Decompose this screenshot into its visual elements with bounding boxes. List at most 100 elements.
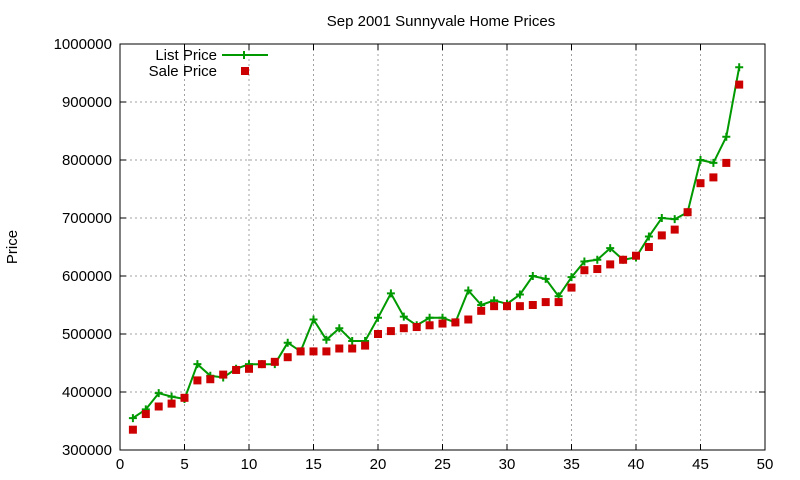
sale-price-point	[425, 321, 434, 330]
legend-label-list-price: List Price	[155, 47, 217, 64]
sale-price-point	[309, 347, 318, 356]
sale-price-point	[554, 298, 563, 307]
list-price-line	[132, 67, 741, 419]
list-price-point	[322, 335, 331, 344]
sale-price-point	[464, 315, 473, 324]
list-price-point	[696, 156, 705, 164]
sale-price-point	[477, 306, 486, 315]
sale-price-point	[657, 231, 666, 240]
sale-price-point	[128, 425, 137, 434]
sale-price-point	[245, 364, 253, 373]
x-tick-label: 20	[370, 456, 387, 473]
sale-price-point	[193, 376, 202, 385]
sale-price-point	[670, 225, 679, 234]
list-price-point	[593, 255, 602, 264]
series-layer	[128, 63, 744, 434]
sale-price-point	[335, 344, 344, 353]
sale-price-point	[644, 243, 653, 251]
list-price-point	[386, 289, 395, 298]
list-price-point	[399, 312, 408, 321]
sale-price-point	[683, 208, 692, 217]
sale-price-point	[219, 370, 228, 379]
sale-price-point	[283, 353, 292, 362]
sale-price-point	[374, 330, 382, 338]
y-tick-label: 700000	[62, 210, 112, 227]
sale-price-point	[696, 179, 705, 188]
sale-price-point	[722, 158, 731, 167]
sale-price-point	[619, 255, 628, 264]
sale-price-point	[503, 302, 511, 311]
list-price-point	[425, 313, 434, 322]
list-price-point	[580, 257, 589, 266]
y-tick-label: 900000	[62, 94, 112, 111]
y-tick-label: 1000000	[54, 36, 112, 53]
x-tick-label: 30	[499, 456, 516, 473]
list-price-point	[154, 389, 163, 398]
list-price-point	[348, 336, 357, 345]
list-price-point	[128, 414, 137, 423]
sale-price-point	[232, 365, 241, 374]
sale-price-point	[438, 319, 447, 328]
sale-price-point	[451, 318, 460, 327]
y-tick-label: 800000	[62, 152, 112, 169]
x-tick-label: 35	[563, 456, 580, 473]
y-tick-label: 600000	[62, 268, 112, 285]
sale-price-point	[361, 341, 370, 350]
sale-price-point	[412, 323, 421, 332]
list-price-point	[670, 215, 679, 224]
x-tick-label: 15	[305, 456, 322, 473]
list-price-point	[567, 273, 576, 282]
x-tick-label: 45	[692, 456, 709, 473]
list-price-point	[644, 232, 653, 241]
sale-price-point	[141, 410, 150, 419]
grid	[120, 44, 765, 450]
chart-title: Sep 2001 Sunnyvale Home Prices	[327, 13, 555, 30]
sale-price-point	[490, 302, 499, 311]
y-tick-label: 400000	[62, 384, 112, 401]
x-tick-label: 5	[180, 456, 188, 473]
plot-frame	[119, 43, 766, 451]
sale-price-point	[322, 347, 331, 356]
sale-price-point	[606, 260, 615, 269]
sale-price-point	[270, 357, 279, 366]
list-price-point	[167, 392, 176, 401]
list-price-point	[464, 286, 473, 295]
list-price-point	[657, 214, 666, 222]
list-price-point	[735, 63, 744, 72]
x-tick-label: 0	[116, 456, 124, 473]
axis-ticks: 0 5 10 15 20 25 30 35 40 45 50 300000 400000 500000 60…	[54, 36, 774, 473]
sale-price-point	[541, 298, 550, 307]
legend-label-sale-price: Sale Price	[149, 63, 217, 80]
sale-price-point	[167, 399, 176, 408]
sale-price-point	[257, 360, 266, 369]
sale-price-point	[399, 324, 408, 333]
x-tick-label: 25	[434, 456, 451, 473]
y-tick-label: 500000	[62, 326, 112, 343]
sale-price-point	[515, 302, 524, 311]
x-tick-label: 10	[241, 456, 258, 473]
list-price-point	[283, 338, 292, 347]
list-price-point	[193, 360, 202, 369]
sale-price-point	[580, 266, 589, 275]
sale-price-point	[567, 283, 576, 292]
list-price-point	[309, 315, 318, 324]
y-tick-label: 300000	[62, 442, 112, 459]
list-price-point	[528, 272, 537, 280]
sale-price-point	[386, 327, 395, 336]
list-price-point	[335, 324, 344, 333]
list-price-point	[374, 313, 382, 322]
list-price-point	[606, 244, 615, 253]
list-price-point	[541, 274, 550, 283]
sale-price-point	[709, 173, 718, 182]
sale-price-point	[735, 80, 744, 89]
sale-price-point	[348, 344, 357, 353]
sale-price-point	[206, 375, 215, 384]
sale-price-point	[528, 301, 537, 309]
list-price-point	[709, 158, 718, 167]
sale-price-point	[296, 347, 305, 356]
sale-price-point	[593, 265, 602, 274]
legend-marker-sale-price	[241, 67, 249, 75]
legend: List Price Sale Price	[149, 47, 268, 80]
sale-price-point	[632, 251, 640, 260]
